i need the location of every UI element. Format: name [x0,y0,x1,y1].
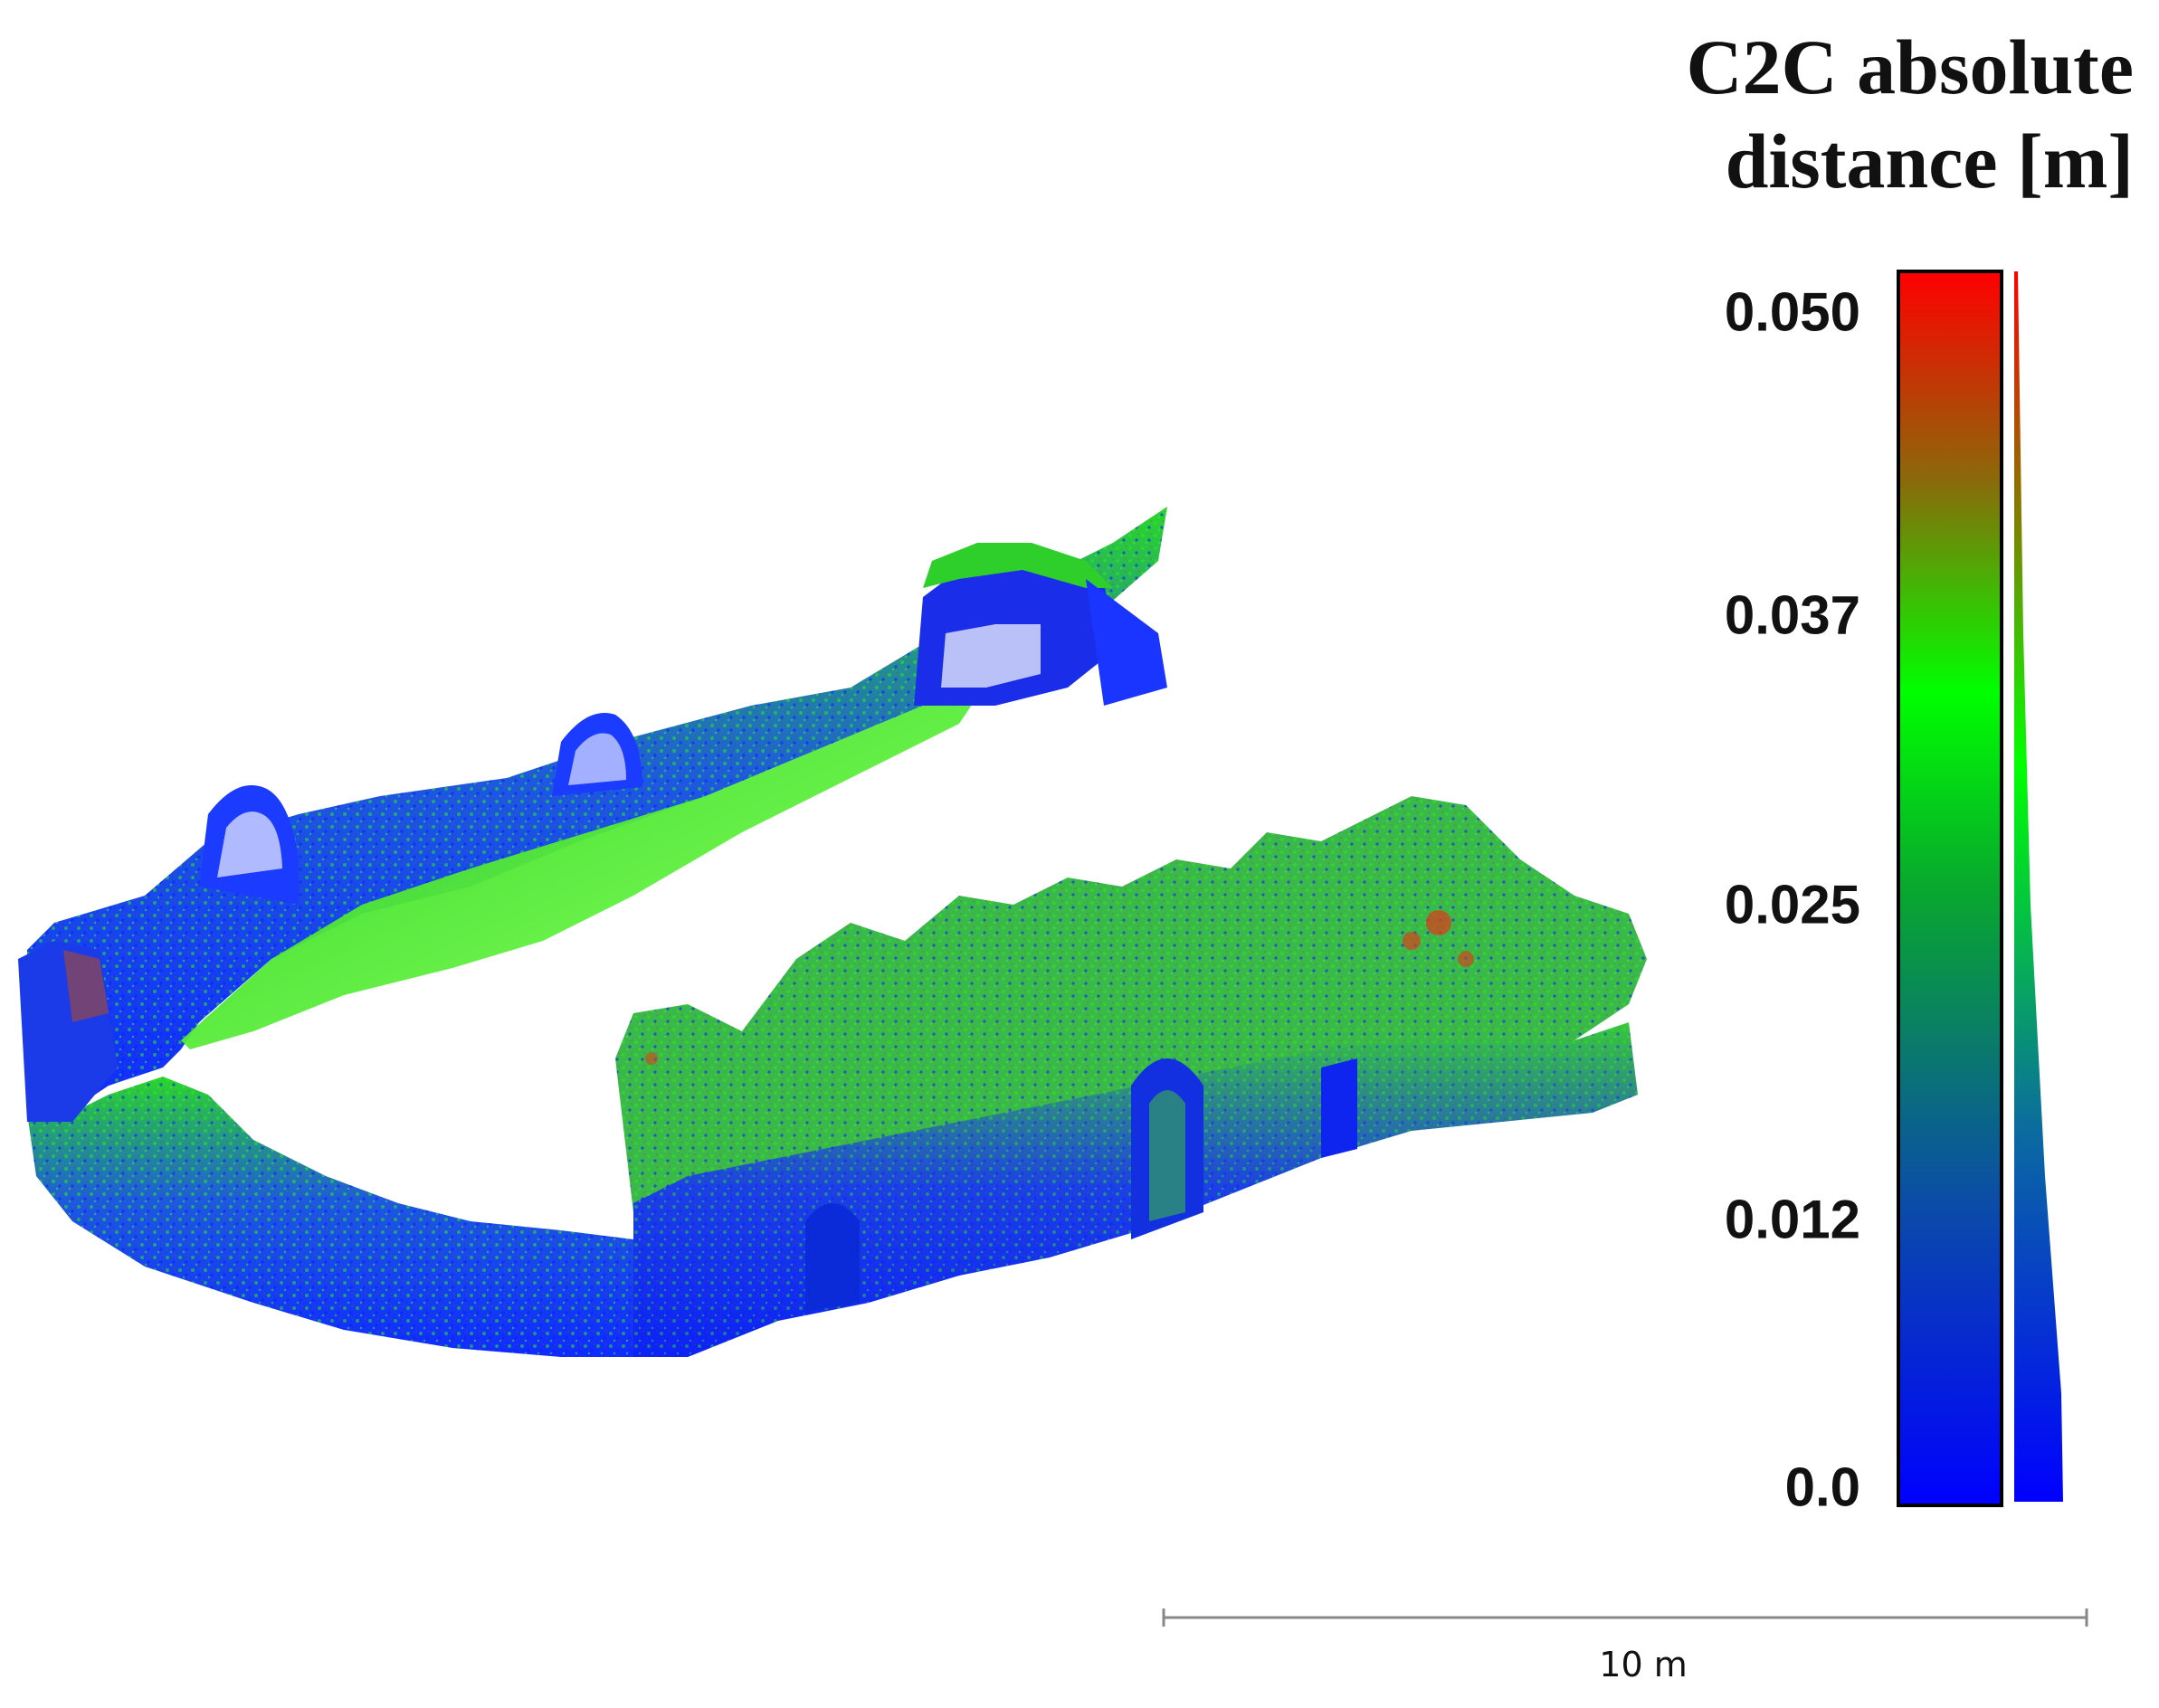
scale-bar [1162,1608,2088,1627]
colorbar-tick-label: 0.012 [1724,1189,1860,1250]
colorbar-tick-label: 0.037 [1724,584,1860,646]
scale-bar-label: 10 m [1599,1645,1688,1684]
colorbar-histogram [2014,271,2063,1502]
colorbar-tick-label: 0.050 [1724,281,1860,343]
colorbar-gradient [1897,270,2003,1507]
colorbar-tick-label: 0.025 [1724,874,1860,935]
legend-title-line-2: distance [m] [1725,118,2134,204]
bottom-wall-section [18,941,652,1357]
colorbar-tick-label: 0.0 [1784,1457,1860,1518]
right-wall-section [615,796,1647,1357]
colorbar [1897,270,2063,1507]
left-wall-section [27,507,1167,1122]
legend-title-line-1: C2C absolute [1686,24,2134,110]
legend-title: C2C absolute distance [m] [1591,20,2134,208]
